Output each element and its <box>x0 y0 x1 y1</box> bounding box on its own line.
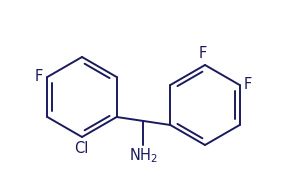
Text: NH$_2$: NH$_2$ <box>129 146 158 165</box>
Text: Cl: Cl <box>74 141 88 156</box>
Text: F: F <box>199 46 207 61</box>
Text: F: F <box>35 69 43 83</box>
Text: F: F <box>244 76 252 91</box>
